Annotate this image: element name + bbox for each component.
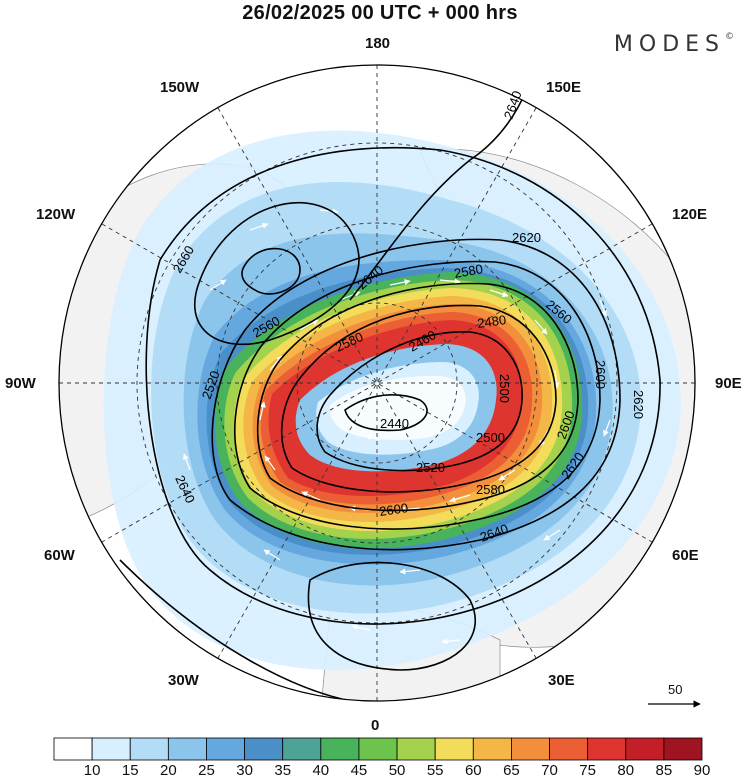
contour-label: 2520 xyxy=(416,460,445,475)
lon-label-60w: 60W xyxy=(44,547,75,564)
colorbar-swatch xyxy=(511,737,550,761)
colorbar-tick-label: 30 xyxy=(236,762,253,779)
colorbar-tick-label: 55 xyxy=(426,762,444,779)
colorbar-swatch xyxy=(320,737,360,761)
colorbar-swatch xyxy=(434,737,474,761)
brand-logo: MODES© xyxy=(614,32,734,57)
map-frame xyxy=(58,64,696,702)
colorbar-swatch xyxy=(625,737,665,761)
copyright-mark: © xyxy=(725,32,734,42)
lon-label-120e: 120E xyxy=(672,206,708,223)
contour-label: 2620 xyxy=(631,390,646,419)
colorbar-swatch xyxy=(396,737,436,761)
colorbar-swatch xyxy=(206,737,245,761)
colorbar-tick-label: 15 xyxy=(121,762,139,779)
colorbar-swatch xyxy=(282,737,322,761)
contour-label: 2620 xyxy=(512,230,541,245)
contour-label: 2480 xyxy=(476,312,507,331)
lon-label-120w: 120W xyxy=(36,206,76,223)
lon-label-180: 180 xyxy=(365,35,391,52)
colorbar-tick-label: 50 xyxy=(388,762,406,779)
colorbar-tick-label: 70 xyxy=(541,762,558,779)
colorbar-swatch xyxy=(129,737,169,761)
wind-band-core xyxy=(329,375,466,440)
colorbar-tick-label: 65 xyxy=(503,762,520,779)
contour-label: 2580 xyxy=(453,261,484,281)
contour-label: 2440 xyxy=(380,416,409,431)
lon-label-90w: 90W xyxy=(5,375,36,392)
colorbar-swatch xyxy=(663,737,703,761)
colorbar-swatch xyxy=(472,737,512,761)
colorbar-swatch xyxy=(549,737,589,761)
contour-label: 2500 xyxy=(476,430,505,445)
colorbar-tick-label: 75 xyxy=(579,762,596,779)
lon-label-30w: 30W xyxy=(168,672,199,689)
colorbar-swatch xyxy=(358,737,398,761)
colorbar-swatch xyxy=(167,737,207,761)
colorbar xyxy=(53,737,703,761)
lon-label-0: 0 xyxy=(371,717,380,734)
contour-label: 2580 xyxy=(476,482,505,497)
colorbar-tick-label: 10 xyxy=(83,762,101,779)
contour-label: 2500 xyxy=(497,374,512,403)
colorbar-tick-label: 45 xyxy=(350,762,368,779)
colorbar-swatch xyxy=(587,737,627,761)
colorbar-tick-label: 80 xyxy=(617,762,635,779)
contour-label: 2600 xyxy=(378,500,409,519)
colorbar-swatch xyxy=(53,737,93,761)
lon-label-150w: 150W xyxy=(160,79,200,96)
colorbar-tick-label: 40 xyxy=(312,762,330,779)
colorbar-swatch xyxy=(244,737,284,761)
wind-vectors xyxy=(183,208,611,645)
contour-label: 2600 xyxy=(593,360,608,389)
colorbar-swatch xyxy=(91,737,131,761)
map-disc xyxy=(59,65,695,701)
colorbar-tick-label: 60 xyxy=(464,762,482,779)
graticule xyxy=(59,65,695,701)
lon-label-60e: 60E xyxy=(672,547,699,564)
colorbar-tick-label: 35 xyxy=(274,762,292,779)
map-title: 26/02/2025 00 UTC + 000 hrs xyxy=(242,2,518,24)
vector-scale-value: 50 xyxy=(668,682,683,697)
colorbar-tick-label: 25 xyxy=(198,762,215,779)
colorbar-tick-label: 20 xyxy=(160,762,177,779)
lon-label-90e: 90E xyxy=(715,375,742,392)
colorbar-tick-label: 85 xyxy=(655,762,673,779)
colorbar-tick-label: 90 xyxy=(693,762,711,779)
lon-label-30e: 30E xyxy=(548,672,575,689)
lon-label-150e: 150E xyxy=(546,79,582,96)
wind-shading xyxy=(103,130,681,670)
brand-name: MODES xyxy=(613,32,725,57)
